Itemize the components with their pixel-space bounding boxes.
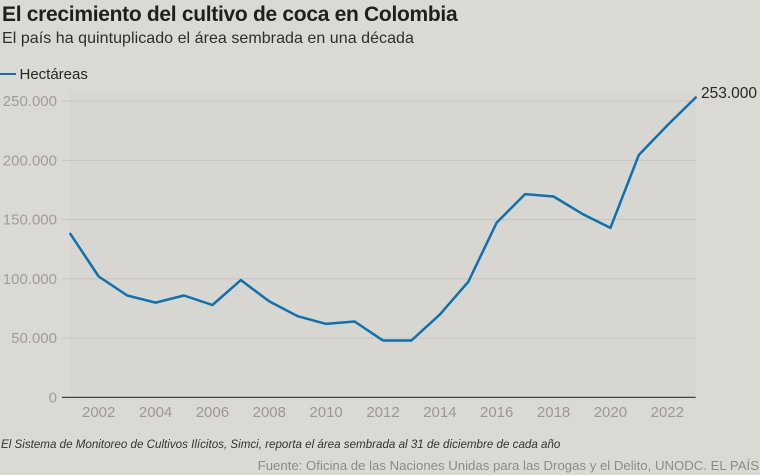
svg-text:2014: 2014 xyxy=(423,404,456,421)
svg-text:200.000: 200.000 xyxy=(3,153,57,170)
svg-text:100.000: 100.000 xyxy=(3,271,57,288)
svg-text:50.000: 50.000 xyxy=(11,330,57,347)
svg-text:2012: 2012 xyxy=(366,404,399,421)
svg-text:2004: 2004 xyxy=(139,404,172,421)
svg-text:2020: 2020 xyxy=(594,404,627,421)
svg-text:2008: 2008 xyxy=(253,404,286,421)
svg-text:250.000: 250.000 xyxy=(3,93,57,110)
svg-text:2010: 2010 xyxy=(309,404,342,421)
svg-text:2006: 2006 xyxy=(196,404,229,421)
svg-text:0: 0 xyxy=(49,390,57,407)
svg-text:2018: 2018 xyxy=(537,404,570,421)
svg-text:2016: 2016 xyxy=(480,404,513,421)
svg-text:2022: 2022 xyxy=(651,404,684,421)
svg-text:150.000: 150.000 xyxy=(3,212,57,229)
svg-text:2002: 2002 xyxy=(82,404,115,421)
